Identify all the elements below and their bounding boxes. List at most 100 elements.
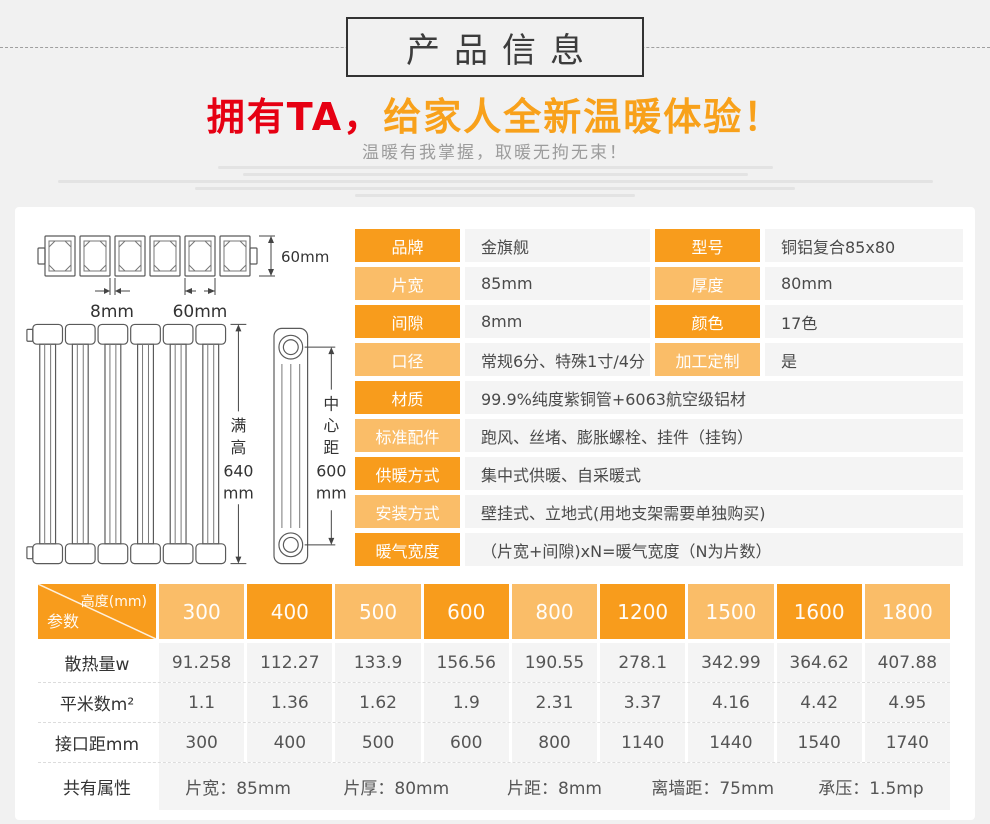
port-distance-1500: 1440 [688, 723, 774, 762]
heat-output-800: 190.55 [511, 643, 598, 682]
coverage-300: 1.1 [159, 683, 245, 722]
spec-row-gap-color: 间隙 8mm 颜色 17色 [355, 305, 963, 338]
table-row-heat-output: 散热量w 91.258 112.27 133.9 156.56 190.55 2… [38, 643, 950, 683]
dim-label-full-height-value: 640 [223, 462, 253, 481]
heat-output-1800: 407.88 [864, 643, 950, 682]
spec-row-heating-mode: 供暖方式 集中式供暖、自采暖式 [355, 457, 963, 490]
spec-label-heating-mode: 供暖方式 [355, 457, 460, 490]
watermark-line [355, 194, 635, 197]
dim-label-60mm-width: 60mm [173, 302, 228, 322]
dim-label-center-value: 600 [316, 462, 346, 481]
coverage-1500: 4.16 [688, 683, 774, 722]
spec-value-heating-mode: 集中式供暖、自采暖式 [465, 457, 963, 490]
spec-value-accessories: 跑风、丝堵、膨胀螺栓、挂件（挂钩） [465, 419, 963, 452]
subtitle: 温暖有我掌握，取暖无拘无束！ [362, 143, 628, 163]
height-col-1800: 1800 [864, 584, 950, 639]
port-distance-800: 800 [511, 723, 598, 762]
spec-row-caliber-custom: 口径 常规6分、特殊1寸/4分 加工定制 是 [355, 343, 963, 376]
spec-value-customization: 是 [765, 343, 963, 376]
port-distance-500: 500 [335, 723, 421, 762]
page-title: 产品信息 [346, 17, 644, 77]
heat-output-400: 112.27 [247, 643, 333, 682]
spec-value-model: 铜铝复合85x80 [765, 229, 963, 262]
coverage-1800: 4.95 [864, 683, 950, 722]
front-view-panels [32, 323, 227, 565]
spec-label-material: 材质 [355, 381, 460, 414]
dim-section-width: 60mm [173, 278, 228, 322]
row-label-common-attributes: 共有属性 [38, 763, 156, 810]
spec-value-gap: 8mm [465, 305, 650, 338]
common-attr-pressure: 承压：1.5mp [818, 779, 924, 799]
coverage-800: 2.31 [511, 683, 598, 722]
size-parameter-table: 高度(mm) 参数 300 400 500 600 800 1200 1500 … [38, 584, 950, 810]
heat-output-1500: 342.99 [688, 643, 774, 682]
common-attributes-list: 片宽：85mm 片厚：80mm 片距：8mm 离墙距：75mm 承压：1.5mp [159, 763, 950, 810]
spec-label-color: 颜色 [655, 305, 760, 338]
dim-full-height: 满 高 640 mm [223, 323, 254, 565]
corner-label-param: 参数 [47, 612, 80, 631]
row-label-heat-output: 散热量w [38, 643, 156, 682]
watermark-line [57, 180, 933, 183]
heat-output-600: 156.56 [423, 643, 509, 682]
common-attr-piece-width: 片宽：85mm [185, 779, 291, 799]
watermark-line [242, 173, 748, 176]
spec-value-brand: 金旗舰 [465, 229, 650, 262]
spec-label-radiator-width: 暖气宽度 [355, 533, 460, 566]
side-column-view [273, 327, 309, 565]
dim-label-full-height-unit: mm [223, 483, 254, 502]
size-table-corner-cell: 高度(mm) 参数 [38, 584, 156, 639]
spec-row-accessories: 标准配件 跑风、丝堵、膨胀螺栓、挂件（挂钩） [355, 419, 963, 452]
headline-red-text: 拥有TA， [206, 95, 384, 139]
table-row-port-distance: 接口距mm 300 400 500 600 800 1140 1440 1540… [38, 723, 950, 763]
coverage-500: 1.62 [335, 683, 421, 722]
dim-label-60mm-top: 60mm [281, 248, 329, 266]
dim-label-center-char2: 心 [323, 416, 339, 435]
port-distance-400: 400 [247, 723, 333, 762]
row-label-coverage: 平米数m² [38, 683, 156, 722]
spec-value-piece-width: 85mm [465, 267, 650, 300]
heat-output-1200: 278.1 [600, 643, 686, 682]
spec-value-thickness: 80mm [765, 267, 963, 300]
spec-label-customization: 加工定制 [655, 343, 760, 376]
height-col-400: 400 [247, 584, 333, 639]
table-row-common-attributes: 共有属性 片宽：85mm 片厚：80mm 片距：8mm 离墙距：75mm 承压：… [38, 763, 950, 810]
watermark-line [195, 187, 795, 190]
heat-output-500: 133.9 [335, 643, 421, 682]
dim-center-distance: 中 心 距 600 mm [304, 346, 347, 546]
table-row-coverage: 平米数m² 1.1 1.36 1.62 1.9 2.31 3.37 4.16 4… [38, 683, 950, 723]
watermark-line [217, 166, 773, 169]
height-col-300: 300 [159, 584, 245, 639]
height-col-800: 800 [511, 584, 598, 639]
dim-label-center-char1: 中 [323, 394, 339, 413]
row-label-port-distance: 接口距mm [38, 723, 156, 762]
common-attr-piece-thickness: 片厚：80mm [343, 779, 450, 799]
product-card: 60mm 8mm 60mm [15, 207, 975, 820]
height-col-600: 600 [423, 584, 509, 639]
dim-label-center-char3: 距 [323, 438, 339, 457]
page-title-text: 产品信息 [406, 30, 598, 71]
corner-diagonal-line [38, 584, 156, 639]
radiator-top-view-diagram: 60mm 8mm 60mm [37, 235, 329, 322]
spec-value-radiator-width: （片宽+间隙)xN=暖气宽度（N为片数） [465, 533, 963, 566]
dim-label-full-height-char1: 满 [231, 416, 247, 435]
heat-output-1600: 364.62 [776, 643, 862, 682]
coverage-600: 1.9 [423, 683, 509, 722]
dim-label-8mm: 8mm [90, 302, 134, 322]
port-distance-1800: 1740 [864, 723, 950, 762]
spec-row-radiator-width: 暖气宽度 （片宽+间隙)xN=暖气宽度（N为片数） [355, 533, 963, 566]
spec-label-model: 型号 [655, 229, 760, 262]
spec-value-material: 99.9%纯度紫铜管+6063航空级铝材 [465, 381, 963, 414]
height-col-1200: 1200 [600, 584, 686, 639]
common-attr-piece-gap: 片距：8mm [507, 779, 602, 799]
spec-label-installation: 安装方式 [355, 495, 460, 528]
dim-section-height: 60mm [259, 235, 329, 277]
port-distance-300: 300 [159, 723, 245, 762]
spec-label-thickness: 厚度 [655, 267, 760, 300]
headline: 拥有TA，给家人全新温暖体验！ [0, 86, 990, 141]
spec-value-color: 17色 [765, 305, 963, 338]
spec-label-gap: 间隙 [355, 305, 460, 338]
height-col-500: 500 [335, 584, 421, 639]
spec-label-brand: 品牌 [355, 229, 460, 262]
spec-label-piece-width: 片宽 [355, 267, 460, 300]
